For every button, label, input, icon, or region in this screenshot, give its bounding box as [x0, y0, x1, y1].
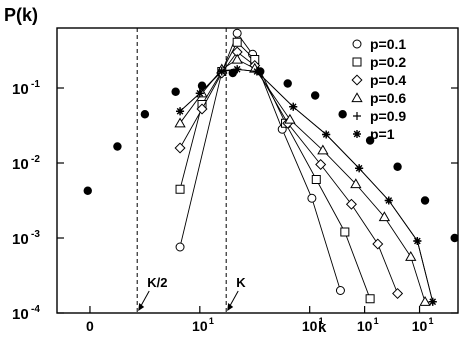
x-tick-exponent: 1 [374, 316, 379, 326]
x-axis-label: k [318, 319, 327, 336]
y-tick-exponent: -2 [31, 154, 40, 165]
data-point [384, 196, 393, 205]
x-tick-label: 10 [302, 318, 318, 334]
vline-label: K/2 [147, 275, 167, 290]
reference-lines: K/2 K [136, 28, 246, 313]
data-point [197, 81, 207, 90]
data-point [284, 113, 296, 124]
legend-label: p=0.6 [370, 90, 406, 106]
data-point [289, 102, 298, 111]
y-tick-exponent: -1 [31, 79, 40, 90]
data-point [233, 65, 242, 74]
x-tick-label: 10 [412, 318, 428, 334]
data-point [340, 227, 350, 237]
legend-label: p=0.9 [370, 108, 406, 124]
x-tick-label: 10 [357, 318, 373, 334]
data-point [419, 295, 431, 306]
data-point [231, 53, 243, 64]
legend-marker [353, 130, 361, 138]
legend-label: p=0.4 [370, 72, 406, 88]
data-point [322, 130, 331, 139]
data-point [175, 242, 185, 252]
data-point [420, 196, 430, 205]
vline-arrowhead [138, 303, 145, 311]
data-point [378, 211, 391, 222]
x-tick-label: 10 [192, 318, 208, 334]
data-point [317, 144, 329, 155]
data-point [232, 28, 242, 38]
data-point [310, 91, 320, 100]
data-point [315, 158, 327, 171]
y-tick-label: 10 [12, 231, 29, 248]
vline-label: K [236, 275, 246, 290]
series-line [179, 41, 371, 299]
data-point [428, 297, 437, 306]
data-point [307, 193, 317, 203]
series-filled [83, 67, 458, 243]
x-tick-exponent: 1 [209, 316, 214, 326]
y-tick-exponent: -4 [31, 304, 40, 315]
data-point [217, 67, 226, 76]
y-tick-exponent: -3 [31, 229, 40, 240]
data-point [365, 294, 375, 304]
data-point [405, 250, 417, 261]
data-point [175, 184, 185, 194]
legend-marker [351, 92, 363, 103]
series-p-0-2 [175, 37, 375, 304]
data-point [256, 67, 265, 76]
plot-frame [56, 27, 459, 314]
data-point [195, 89, 204, 98]
data-point [232, 37, 242, 47]
data-point [345, 198, 357, 210]
data-point [174, 142, 186, 154]
legend-label: p=0.2 [370, 54, 406, 70]
data-point [171, 87, 180, 96]
data-point [174, 117, 186, 128]
data-point [338, 110, 347, 119]
data-point [393, 162, 402, 171]
data-point [372, 238, 384, 250]
series-line [179, 51, 399, 294]
legend-label: p=0.1 [370, 36, 406, 52]
series-layer [83, 28, 458, 306]
data-point [83, 186, 92, 195]
data-point [311, 175, 321, 184]
data-point [355, 164, 364, 173]
data-point [365, 136, 375, 145]
legend-marker [352, 57, 362, 67]
legend: p=0.1 p=0.2 p=0.4 p=0.6 p=0.9 p=1 [351, 36, 406, 142]
legend-marker [351, 74, 363, 86]
x-axis-ticks: 0 10 1 10 1 10 1 10 1 [86, 306, 434, 334]
y-axis-label: P(k) [4, 5, 38, 25]
legend-marker [352, 39, 362, 49]
data-point [392, 287, 404, 300]
data-point [350, 178, 362, 189]
data-point [283, 79, 292, 88]
x-tick-exponent: 1 [429, 316, 434, 326]
data-point [113, 142, 122, 151]
data-point [196, 103, 208, 115]
data-point [176, 107, 185, 116]
data-point [140, 110, 150, 119]
y-tick-label: 10 [12, 306, 29, 323]
x-tick-label: 0 [86, 318, 94, 334]
data-point [335, 286, 345, 295]
x-tick-exponent: 1 [319, 316, 324, 326]
y-tick-label: 10 [12, 156, 29, 173]
vline-arrowhead [227, 303, 234, 311]
legend-label: p=1 [370, 126, 395, 142]
legend-marker [353, 112, 361, 120]
data-point [413, 237, 422, 245]
data-point [450, 233, 458, 243]
data-point [228, 68, 237, 78]
y-tick-label: 10 [12, 81, 29, 98]
